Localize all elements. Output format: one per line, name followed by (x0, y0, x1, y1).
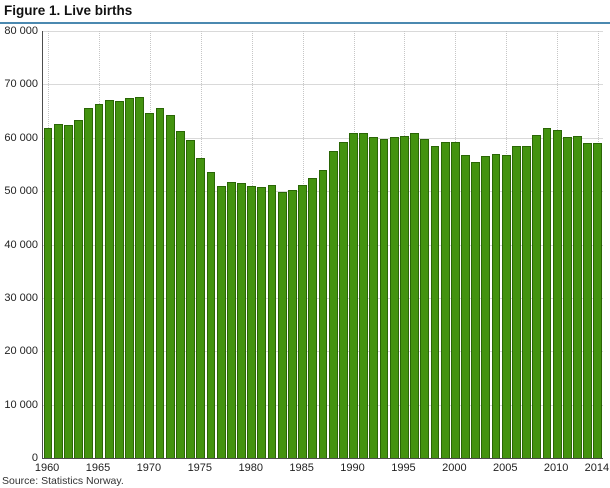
bar-1980 (247, 185, 257, 458)
bar-1977 (216, 186, 226, 458)
bar-1969 (135, 96, 145, 458)
bar-1998 (430, 146, 440, 458)
bar-1966 (104, 99, 114, 458)
bar-2004 (491, 153, 501, 458)
bar-1992 (369, 137, 379, 458)
x-axis-label: 2000 (442, 462, 467, 474)
bar-2013 (583, 143, 593, 458)
bar-1976 (206, 172, 216, 458)
x-axis-label: 1980 (238, 462, 263, 474)
bar-1974 (186, 139, 196, 458)
x-axis-label: 1960 (34, 462, 60, 474)
y-axis-label: 50 000 (4, 185, 38, 198)
bar-2010 (552, 130, 562, 458)
bar-2009 (542, 128, 552, 458)
x-axis-label: 2014 (584, 462, 610, 474)
bar-2000 (450, 142, 460, 458)
bar-2005 (501, 154, 511, 458)
bar-2014 (593, 142, 603, 458)
y-axis-label: 40 000 (4, 238, 38, 251)
y-axis-label: 60 000 (4, 131, 38, 144)
bar-1973 (175, 131, 185, 458)
bar-1987 (318, 169, 328, 458)
title-rule (0, 22, 610, 24)
bar-2008 (532, 135, 542, 458)
bar-1984 (287, 189, 297, 458)
x-axis-label: 1965 (85, 462, 111, 474)
x-axis-label: 1995 (391, 462, 416, 474)
bar-1983 (277, 191, 287, 458)
x-axis-label: 1990 (340, 462, 365, 474)
bar-2003 (481, 156, 491, 458)
bar-1997 (420, 138, 430, 458)
bar-1981 (257, 187, 267, 458)
bar-2001 (461, 155, 470, 458)
bar-1994 (389, 137, 399, 458)
bar-1982 (267, 184, 277, 458)
h-gridline (43, 137, 603, 139)
bar-1968 (125, 98, 134, 458)
y-axis-label: 20 000 (4, 345, 38, 358)
y-axis-label: 30 000 (4, 291, 38, 304)
x-axis-label: 1970 (136, 462, 162, 474)
bar-1975 (196, 157, 206, 458)
bar-1996 (410, 132, 420, 458)
h-gridline (43, 31, 603, 32)
bar-2012 (573, 136, 582, 458)
bar-1978 (226, 182, 236, 458)
bar-1989 (338, 141, 348, 458)
bar-1971 (155, 107, 165, 458)
bar-2011 (562, 136, 572, 458)
y-axis-label: 0 (31, 452, 38, 464)
bar-1963 (74, 120, 84, 458)
bar-1988 (328, 151, 338, 458)
h-gridline (43, 84, 603, 86)
x-axis-label: 2010 (543, 462, 569, 474)
bar-2002 (471, 162, 481, 458)
bar-1993 (379, 139, 389, 458)
y-axis-label: 80 000 (4, 25, 38, 37)
bar-1990 (349, 132, 358, 458)
bar-1986 (308, 177, 318, 458)
bar-1995 (399, 136, 409, 458)
bar-1970 (145, 113, 155, 458)
bar-1972 (165, 114, 175, 458)
x-axis-label: 2005 (493, 462, 518, 474)
x-axis-label: 1985 (289, 462, 314, 474)
bar-2007 (522, 145, 532, 458)
y-axis-label: 10 000 (4, 398, 38, 411)
bar-1960 (43, 127, 53, 458)
bar-1999 (440, 141, 450, 458)
bar-1964 (84, 107, 94, 458)
bar-1979 (237, 182, 246, 458)
y-axis-label: 70 000 (4, 78, 38, 91)
bar-2006 (511, 145, 521, 458)
bar-1985 (298, 185, 308, 458)
bar-1967 (114, 101, 124, 458)
source-note: Source: Statistics Norway. (2, 475, 124, 487)
bar-1962 (63, 125, 73, 458)
plot-area (42, 31, 603, 459)
bar-1991 (359, 133, 369, 458)
bar-1961 (53, 123, 63, 458)
chart-title: Figure 1. Live births (4, 3, 133, 18)
x-axis-label: 1975 (187, 462, 213, 474)
bar-1965 (94, 104, 104, 458)
